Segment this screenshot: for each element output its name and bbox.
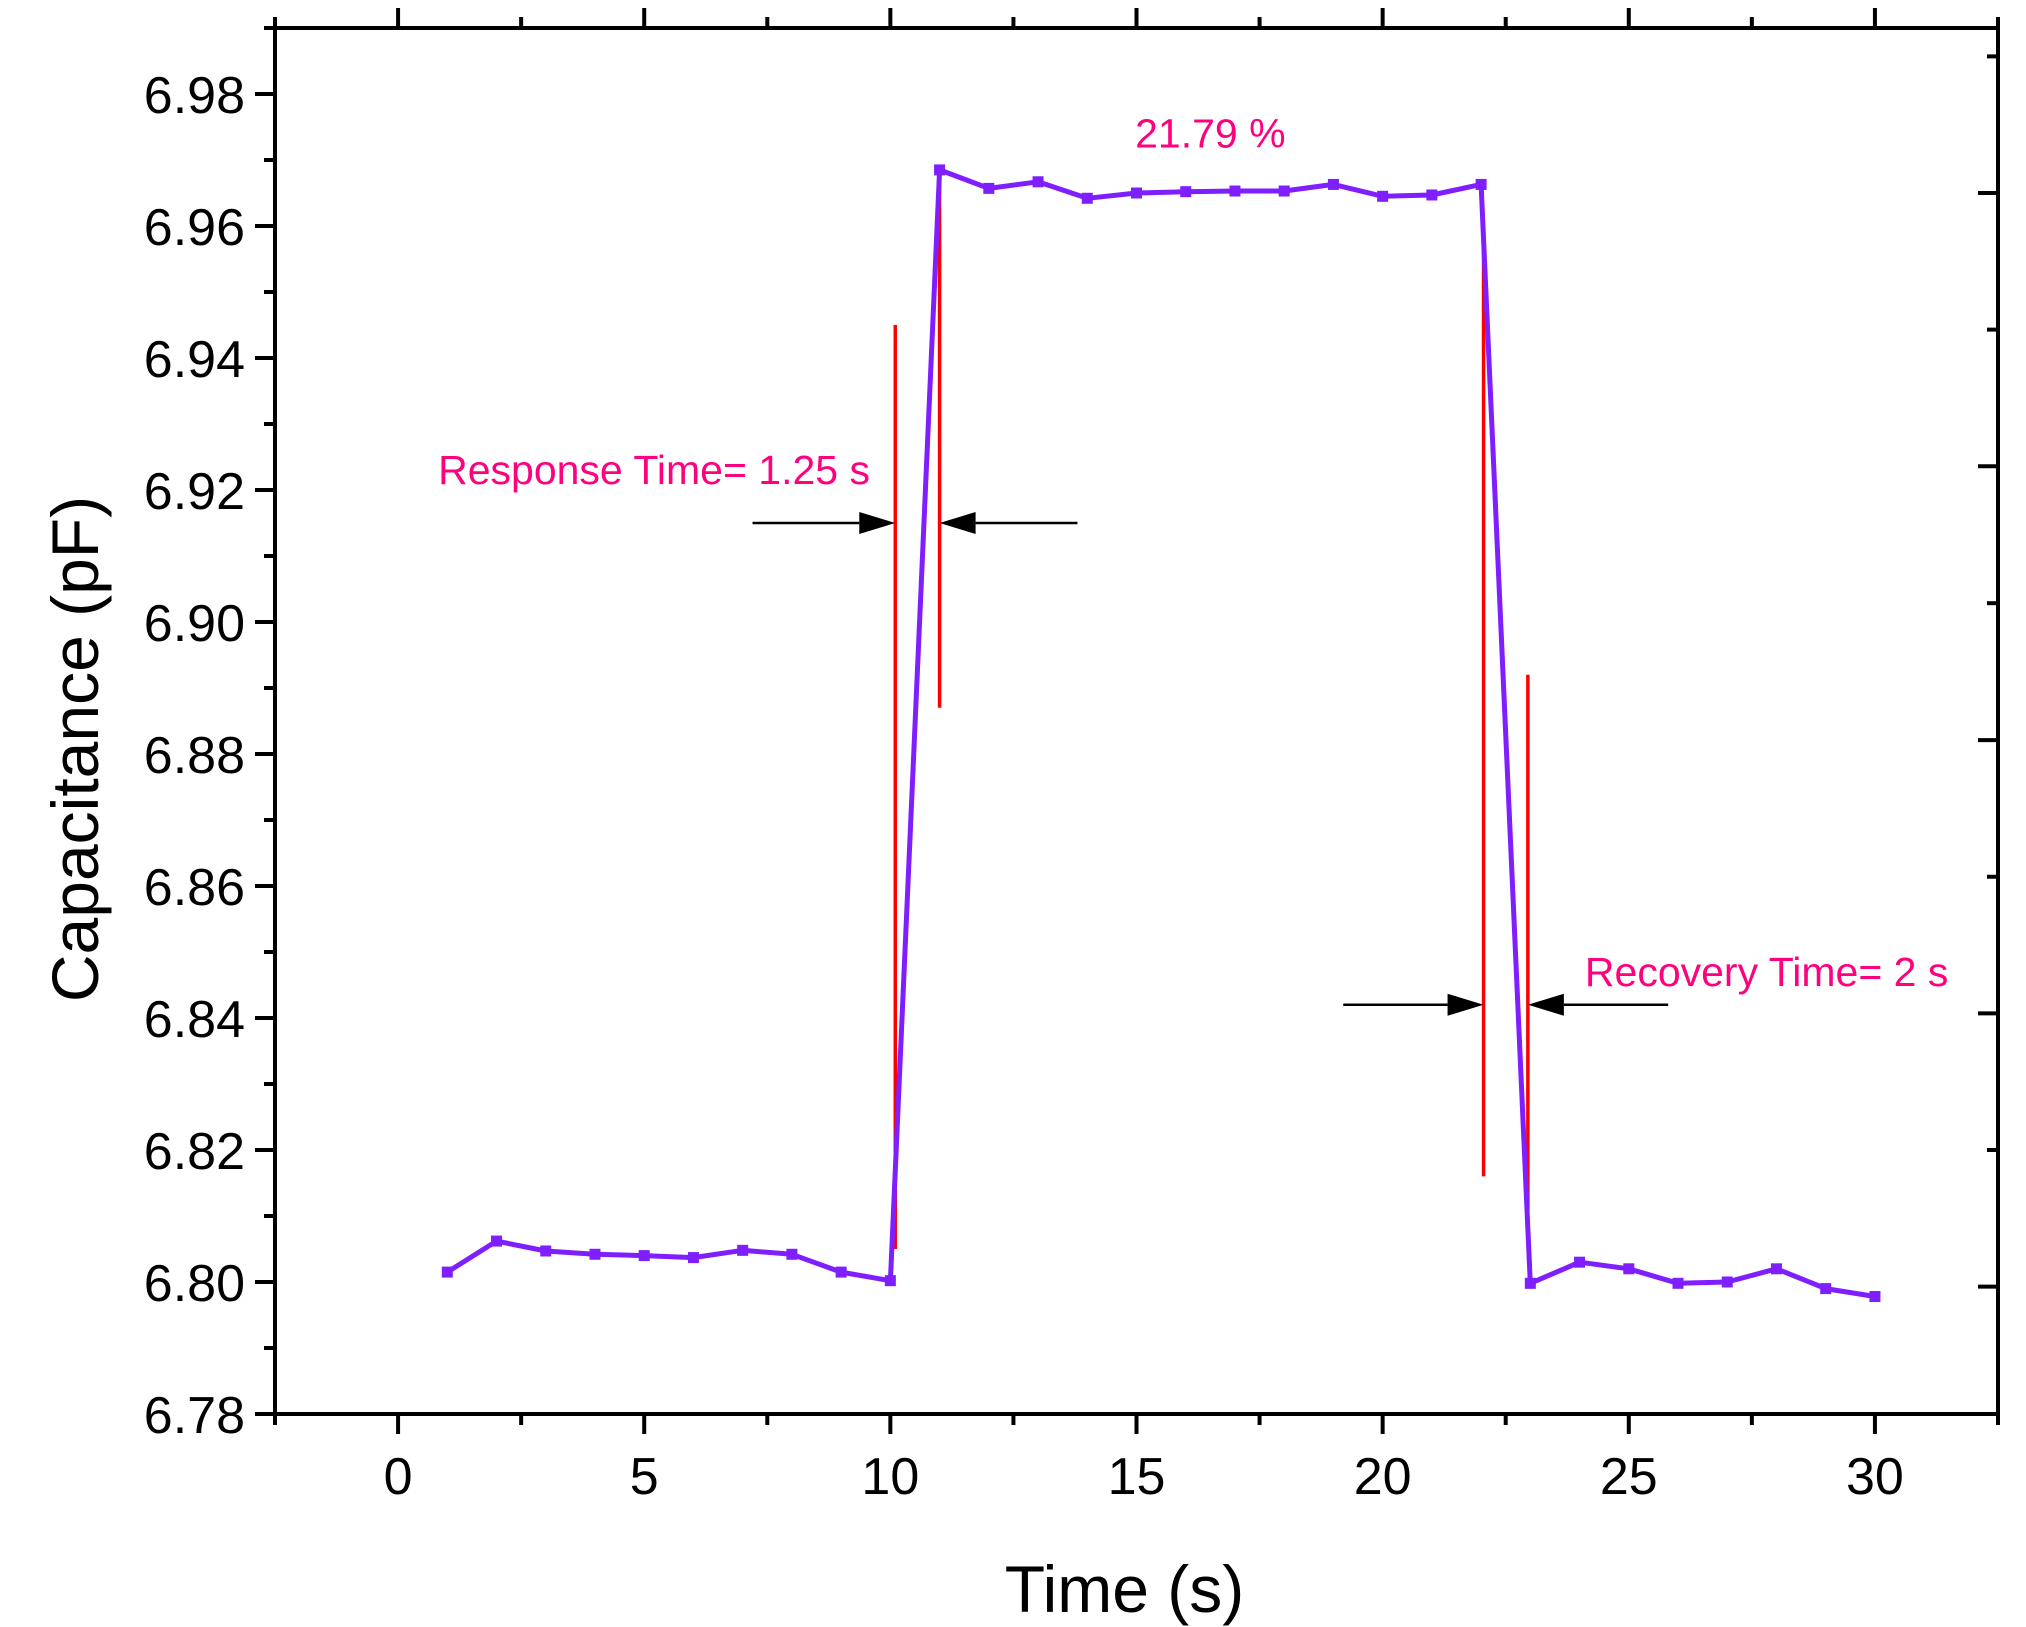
data-point <box>1623 1263 1635 1275</box>
y-tick-label: 6.84 <box>144 991 245 1049</box>
data-point <box>1820 1283 1832 1295</box>
data-point <box>1524 1277 1536 1289</box>
data-point <box>1475 178 1487 190</box>
data-point <box>1426 189 1438 201</box>
y-tick-label: 6.98 <box>144 67 245 125</box>
y-tick-label: 6.90 <box>144 595 245 653</box>
annotation-label: Response Time= 1.25 s <box>438 447 870 493</box>
data-point <box>687 1252 699 1264</box>
data-point <box>1180 186 1192 198</box>
data-point <box>786 1248 798 1260</box>
arrow-head <box>939 512 976 534</box>
y-tick-label: 6.96 <box>144 199 245 257</box>
annotation-label: 21.79 % <box>1135 111 1285 157</box>
x-tick-label: 5 <box>630 1448 659 1506</box>
y-tick-label: 6.78 <box>144 1387 245 1445</box>
y-tick-label: 6.82 <box>144 1123 245 1181</box>
arrow-head <box>1447 993 1484 1016</box>
series-line <box>445 167 1876 1299</box>
data-point <box>1229 185 1241 197</box>
x-tick-label: 20 <box>1354 1448 1412 1506</box>
data-point <box>1032 176 1044 188</box>
data-point <box>589 1248 601 1260</box>
x-tick-label: 15 <box>1108 1448 1166 1506</box>
y-axis-title: Capacitance (pF) <box>38 496 112 1002</box>
y-tick-label: 6.92 <box>144 463 245 521</box>
data-point <box>934 164 946 176</box>
x-tick-label: 0 <box>384 1448 413 1506</box>
data-point <box>1574 1256 1586 1268</box>
data-point <box>884 1275 896 1287</box>
data-point <box>1377 190 1389 202</box>
x-tick-label: 10 <box>861 1448 919 1506</box>
data-point <box>737 1244 749 1256</box>
y-tick-label: 6.94 <box>144 331 245 389</box>
arrow-head <box>859 512 896 534</box>
data-point <box>638 1250 650 1262</box>
data-point <box>491 1235 503 1247</box>
data-point <box>1327 178 1339 190</box>
data-point <box>1721 1276 1733 1288</box>
data-point <box>835 1266 847 1278</box>
x-tick-label: 30 <box>1846 1448 1904 1506</box>
x-axis-title: Time (s) <box>1005 1552 1245 1626</box>
data-point <box>540 1245 552 1257</box>
y-tick-label: 6.86 <box>144 859 245 917</box>
y-tick-label: 6.88 <box>144 727 245 785</box>
x-tick-label: 25 <box>1600 1448 1658 1506</box>
data-point <box>1869 1291 1881 1303</box>
data-point <box>1131 187 1142 199</box>
data-point <box>1081 192 1093 204</box>
data-point <box>983 182 995 194</box>
data-point <box>1770 1263 1782 1275</box>
data-point <box>1672 1277 1684 1289</box>
annotation-label: Recovery Time= 2 s <box>1585 949 1948 995</box>
y-tick-label: 6.80 <box>144 1255 245 1313</box>
arrow-head <box>1527 993 1564 1016</box>
data-point <box>441 1266 453 1278</box>
data-point <box>1278 185 1290 197</box>
